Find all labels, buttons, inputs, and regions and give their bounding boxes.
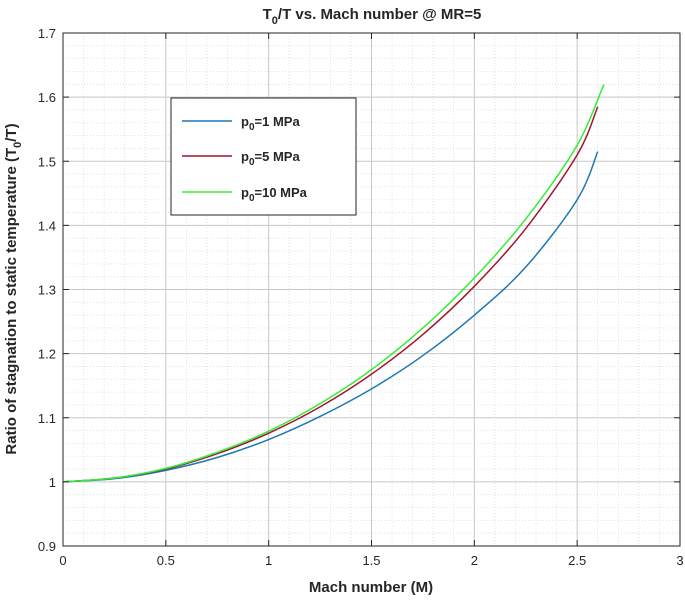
y-tick-label: 1.6 <box>38 90 56 105</box>
y-tick-label: 1.3 <box>38 283 56 298</box>
x-tick-label: 0 <box>59 553 66 568</box>
legend-label-1: p0=1 MPa <box>241 114 300 133</box>
x-tick-label: 0.5 <box>157 553 175 568</box>
y-tick-label: 1 <box>49 475 56 490</box>
legend-label-3: p0=10 MPa <box>241 185 308 204</box>
x-tick-label: 2.5 <box>568 553 586 568</box>
x-tick-labels: 0 0.5 1 1.5 2 2.5 3 <box>59 553 683 568</box>
y-tick-label: 0.9 <box>38 539 56 554</box>
legend-item-1: p0=1 MPa <box>182 114 300 133</box>
y-tick-label: 1.7 <box>38 26 56 41</box>
chart-title: T0/T vs. Mach number @ MR=5 <box>263 6 482 27</box>
legend-item-2: p0=5 MPa <box>182 149 300 168</box>
y-tick-label: 1.4 <box>38 218 56 233</box>
series-lines <box>62 83 605 483</box>
y-tick-label: 1.5 <box>38 154 56 169</box>
x-tick-label: 1 <box>265 553 272 568</box>
x-tick-label: 3 <box>676 553 683 568</box>
y-tick-labels: 0.9 1 1.1 1.2 1.3 1.4 1.5 1.6 1.7 <box>38 26 56 554</box>
series-line-1 <box>62 151 599 483</box>
legend: p0=1 MPa p0=5 MPa p0=10 MPa <box>170 97 357 216</box>
x-tick-label: 1.5 <box>362 553 380 568</box>
y-tick-label: 1.2 <box>38 347 56 362</box>
y-tick-label: 1.1 <box>38 411 56 426</box>
series-line-3 <box>62 83 605 483</box>
x-tick-label: 2 <box>471 553 478 568</box>
legend-label-2: p0=5 MPa <box>241 149 300 168</box>
legend-item-3: p0=10 MPa <box>182 185 308 204</box>
axis-ticks <box>62 32 681 547</box>
y-axis-label: Ratio of stagnation to static temperatur… <box>3 123 24 454</box>
x-axis-label: Mach number (M) <box>309 579 433 596</box>
